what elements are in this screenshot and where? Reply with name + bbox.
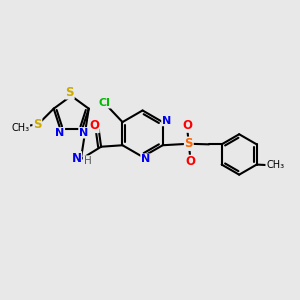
Text: O: O [89, 119, 99, 132]
Text: N: N [55, 128, 64, 138]
Text: Cl: Cl [99, 98, 111, 108]
Text: CH₃: CH₃ [11, 123, 29, 133]
Text: N: N [79, 128, 88, 138]
Text: H: H [83, 156, 91, 166]
Text: S: S [184, 137, 193, 150]
Text: O: O [186, 155, 196, 168]
Text: O: O [182, 119, 192, 132]
Text: N: N [141, 154, 150, 164]
Text: S: S [33, 118, 42, 130]
Text: N: N [162, 116, 171, 126]
Text: S: S [65, 86, 74, 99]
Text: CH₃: CH₃ [266, 160, 284, 170]
Text: N: N [71, 152, 81, 165]
